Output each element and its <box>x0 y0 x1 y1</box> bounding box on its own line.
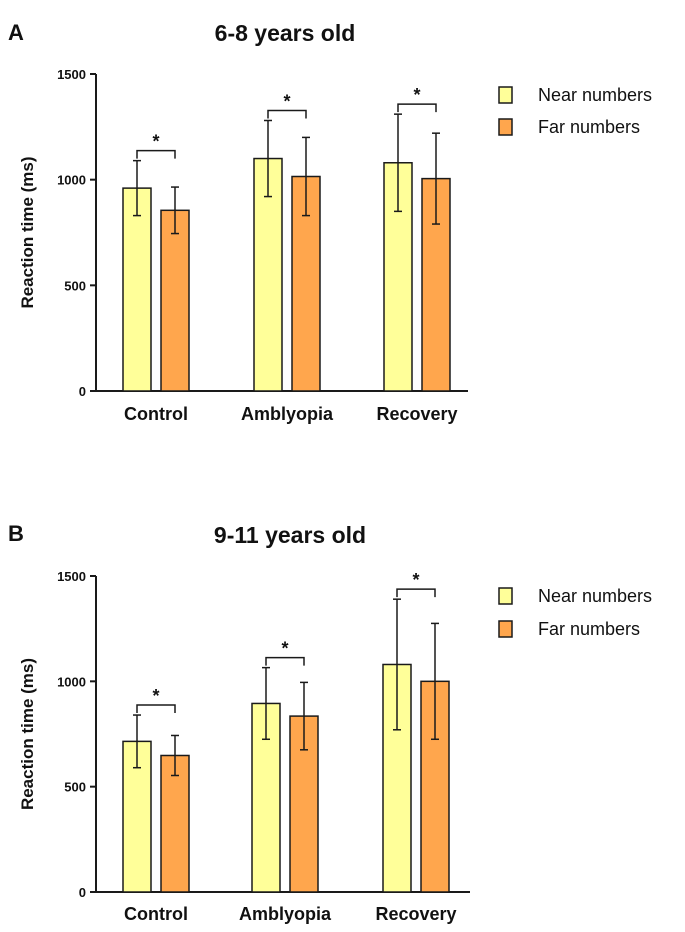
category-label: Recovery <box>376 404 457 424</box>
category-label: Amblyopia <box>241 404 334 424</box>
significance-bracket <box>265 656 305 666</box>
legend-label: Near numbers <box>538 85 652 105</box>
panel-b: B 9-11 years old Reaction time (ms) 0 500 100… <box>8 521 652 924</box>
panel-a: A 6-8 years old Reaction time (ms) 0 500 1000… <box>8 20 652 424</box>
significance-bracket <box>396 588 436 598</box>
significance-star: * <box>152 132 159 152</box>
legend-label: Near numbers <box>538 586 652 606</box>
y-tick-label: 0 <box>79 885 86 900</box>
near-bar-control <box>122 187 152 392</box>
legend-label: Far numbers <box>538 117 640 137</box>
y-axis-label: Reaction time (ms) <box>18 658 37 810</box>
category-label: Recovery <box>375 904 456 924</box>
significance-star: * <box>281 639 288 659</box>
significance-bracket <box>136 704 176 714</box>
y-tick-label: 1000 <box>57 173 86 188</box>
significance-bracket <box>397 103 437 113</box>
category-label: Amblyopia <box>239 904 332 924</box>
y-axis-label: Reaction time (ms) <box>18 156 37 308</box>
y-tick-label: 1500 <box>57 67 86 82</box>
significance-star: * <box>413 85 420 105</box>
y-tick-label: 500 <box>64 278 86 293</box>
y-tick-label: 1500 <box>57 569 86 584</box>
significance-star: * <box>412 570 419 590</box>
category-label: Control <box>124 404 188 424</box>
panel-letter: B <box>8 521 24 546</box>
y-tick-label: 0 <box>79 384 86 399</box>
y-tick-label: 500 <box>64 780 86 795</box>
far-bar-control <box>160 754 190 893</box>
significance-bracket <box>267 109 307 119</box>
significance-star: * <box>283 91 290 111</box>
near-legend-swatch <box>498 587 513 605</box>
significance-bracket <box>136 149 176 159</box>
panel-letter: A <box>8 20 24 45</box>
far-bar-amblyopia <box>289 715 319 893</box>
far-legend-swatch <box>498 118 513 136</box>
significance-star: * <box>152 686 159 706</box>
chart-title: 9-11 years old <box>214 522 366 548</box>
near-legend-swatch <box>498 86 513 104</box>
far-bar-control <box>160 209 190 392</box>
category-label: Control <box>124 904 188 924</box>
y-tick-label: 1000 <box>57 674 86 689</box>
chart-title: 6-8 years old <box>215 20 356 46</box>
legend-label: Far numbers <box>538 619 640 639</box>
far-legend-swatch <box>498 620 513 638</box>
